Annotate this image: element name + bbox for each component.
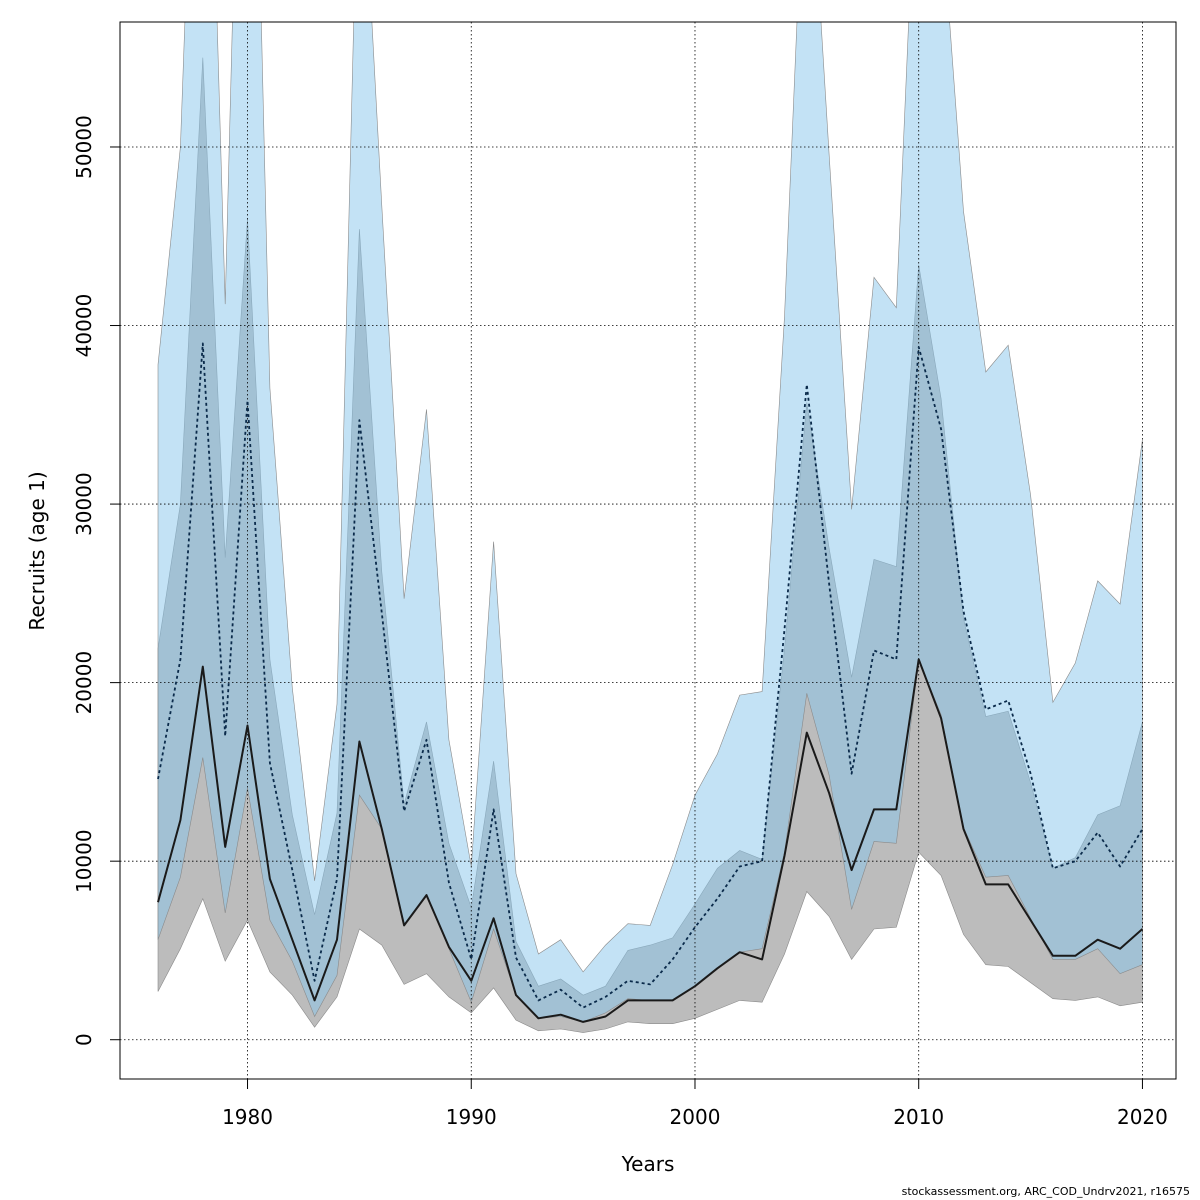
line-series-0 xyxy=(157,658,1144,1023)
y-tick-label: 40000 xyxy=(72,294,96,358)
plot-frame xyxy=(119,21,1177,1080)
x-tick-label: 2010 xyxy=(893,1105,944,1129)
x-tick-label: 1990 xyxy=(446,1105,497,1129)
y-tick-label: 30000 xyxy=(72,472,96,536)
series-lines xyxy=(157,342,1144,1023)
y-tick-label: 50000 xyxy=(72,115,96,179)
confidence-bands xyxy=(157,22,1143,1033)
line-series-1 xyxy=(157,342,1144,1009)
x-tick-label: 1980 xyxy=(222,1105,273,1129)
gridlines xyxy=(120,22,1176,1079)
x-tick-label: 2000 xyxy=(670,1105,721,1129)
y-tick-label: 20000 xyxy=(72,651,96,715)
y-axis: 0 10000 20000 30000 40000 50000 xyxy=(72,115,120,1046)
x-axis: 1980 1990 2000 2010 2020 xyxy=(222,1079,1168,1129)
y-axis-title: Recruits (age 1) xyxy=(25,471,49,630)
band-series-1 xyxy=(157,22,1143,1023)
x-axis-title: Years xyxy=(621,1152,675,1176)
footer-credit: stockassessment.org, ARC_COD_Undrv2021, … xyxy=(901,1185,1190,1198)
y-tick-label: 0 xyxy=(72,1033,96,1046)
y-tick-label: 10000 xyxy=(72,829,96,893)
x-tick-label: 2020 xyxy=(1117,1105,1168,1129)
